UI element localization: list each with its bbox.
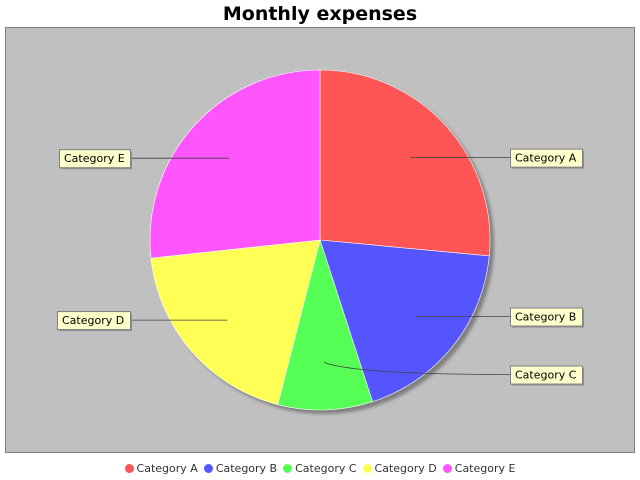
legend-item-category-c: Category C: [283, 461, 357, 475]
pie-slice-category-c[interactable]: [277, 238, 373, 411]
legend-swatch: [124, 463, 134, 473]
legend-swatch: [283, 463, 293, 473]
legend-item-category-d: Category D: [362, 461, 437, 475]
slice-label-category-b: Category B: [510, 307, 584, 328]
label-link-category-c: [323, 361, 511, 375]
legend-swatch: [203, 463, 213, 473]
legend-label: Category E: [454, 461, 516, 475]
pie-slice-category-a[interactable]: [319, 69, 491, 257]
legend-item-category-e: Category E: [442, 461, 516, 475]
legend-label: Category D: [374, 461, 437, 475]
pie-slice-category-e[interactable]: [149, 69, 321, 259]
chart-legend: Category A Category B Category C Category D…: [0, 459, 640, 477]
chart-title: Monthly expenses: [222, 3, 418, 25]
slice-label-text: Category B: [515, 311, 576, 324]
slice-label-text: Category C: [515, 369, 577, 382]
slice-label-category-e: Category E: [59, 149, 132, 170]
legend-label: Category B: [215, 461, 278, 475]
legend-swatch: [442, 463, 452, 473]
legend-swatch: [362, 463, 372, 473]
slice-label-category-d: Category D: [57, 311, 132, 332]
pie-slice-category-b[interactable]: [319, 239, 490, 403]
legend-label: Category C: [295, 461, 357, 475]
slice-label-text: Category E: [64, 152, 125, 165]
legend-item-category-b: Category B: [203, 461, 278, 475]
legend-label: Category A: [136, 461, 198, 475]
pie-slice-category-d[interactable]: [150, 239, 321, 406]
slice-label-text: Category A: [515, 152, 577, 165]
slice-label-category-a: Category A: [510, 148, 584, 169]
legend-item-category-a: Category A: [124, 461, 198, 475]
slice-label-category-c: Category C: [510, 365, 584, 386]
slice-label-text: Category D: [62, 314, 124, 327]
